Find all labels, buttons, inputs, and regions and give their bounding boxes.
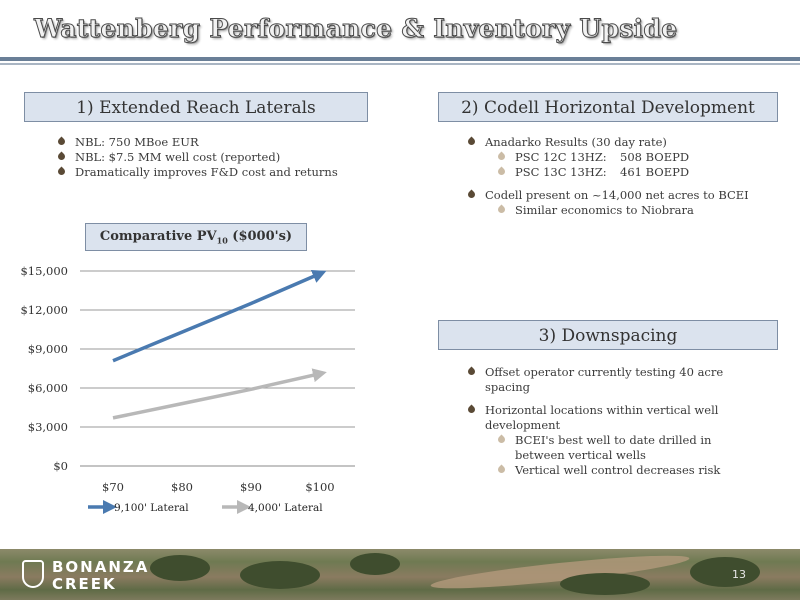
series-line bbox=[112, 368, 327, 420]
drop-bullet-icon bbox=[466, 136, 477, 147]
x-tick-label: $90 bbox=[240, 480, 262, 494]
pv10-line-chart: $0 $3,000 $6,000 $9,000 $12,000 $15,000 $70 $80… bbox=[20, 264, 355, 514]
section3-bullets: Offset operator currently testing 40 acr… bbox=[466, 365, 753, 478]
chart-title-box: Comparative PV10 ($000's) bbox=[85, 223, 307, 251]
bullet-item: Dramatically improves F&D cost and retur… bbox=[56, 165, 378, 180]
drop-bullet-icon bbox=[496, 151, 507, 162]
x-tick-label: $70 bbox=[102, 480, 124, 494]
bullet-item: Horizontal locations within vertical wel… bbox=[466, 403, 753, 433]
bullet-item: Codell present on ~14,000 net acres to B… bbox=[466, 188, 788, 203]
sub-bullet-item: Similar economics to Niobrara bbox=[468, 203, 788, 218]
title-rule bbox=[0, 57, 800, 61]
section1-bullets: NBL: 750 MBoe EUR NBL: $7.5 MM well cost… bbox=[56, 135, 378, 180]
drop-bullet-icon bbox=[496, 434, 507, 445]
bullet-item: NBL: $7.5 MM well cost (reported) bbox=[56, 150, 378, 165]
legend-label: 4,000' Lateral bbox=[248, 502, 323, 514]
y-tick-label: $12,000 bbox=[20, 303, 68, 317]
sub-bullet-item: PSC 13C 13HZ: 461 BOEPD bbox=[468, 165, 788, 180]
drop-bullet-icon bbox=[466, 189, 477, 200]
section3-header: 3) Downspacing bbox=[438, 320, 778, 350]
drop-bullet-icon bbox=[56, 166, 67, 177]
river-image bbox=[429, 549, 691, 595]
sub-bullet-item: BCEI's best well to date drilled in betw… bbox=[468, 433, 753, 463]
y-tick-label: $3,000 bbox=[28, 420, 68, 434]
sub-bullet-item: Vertical well control decreases risk bbox=[468, 463, 753, 478]
y-tick-label: $6,000 bbox=[28, 381, 68, 395]
drop-bullet-icon bbox=[56, 136, 67, 147]
drop-bullet-icon bbox=[496, 166, 507, 177]
page-title: Wattenberg Performance & Inventory Upsid… bbox=[33, 14, 678, 44]
sub-bullet-item: PSC 12C 13HZ: 508 BOEPD bbox=[468, 150, 788, 165]
y-tick-label: $9,000 bbox=[28, 342, 68, 356]
logo-mark-icon bbox=[22, 560, 44, 588]
drop-bullet-icon bbox=[466, 366, 477, 377]
y-tick-label: $15,000 bbox=[20, 264, 68, 278]
drop-bullet-icon bbox=[496, 204, 507, 215]
x-tick-label: $80 bbox=[171, 480, 193, 494]
y-tick-label: $0 bbox=[53, 459, 68, 473]
bullet-item: Anadarko Results (30 day rate) bbox=[466, 135, 788, 150]
drop-bullet-icon bbox=[56, 151, 67, 162]
drop-bullet-icon bbox=[466, 404, 477, 415]
footer-banner bbox=[0, 549, 800, 600]
bullet-item: Offset operator currently testing 40 acr… bbox=[466, 365, 753, 395]
series-line bbox=[112, 269, 327, 363]
title-rule-thin bbox=[0, 63, 800, 65]
legend-label: 9,100' Lateral bbox=[114, 502, 189, 514]
page-number: 13 bbox=[732, 568, 746, 581]
section1-header: 1) Extended Reach Laterals bbox=[24, 92, 368, 122]
x-tick-label: $100 bbox=[305, 480, 334, 494]
drop-bullet-icon bbox=[496, 464, 507, 475]
section2-bullets: Anadarko Results (30 day rate) PSC 12C 1… bbox=[466, 135, 788, 218]
section2-header: 2) Codell Horizontal Development bbox=[438, 92, 778, 122]
bullet-item: NBL: 750 MBoe EUR bbox=[56, 135, 378, 150]
